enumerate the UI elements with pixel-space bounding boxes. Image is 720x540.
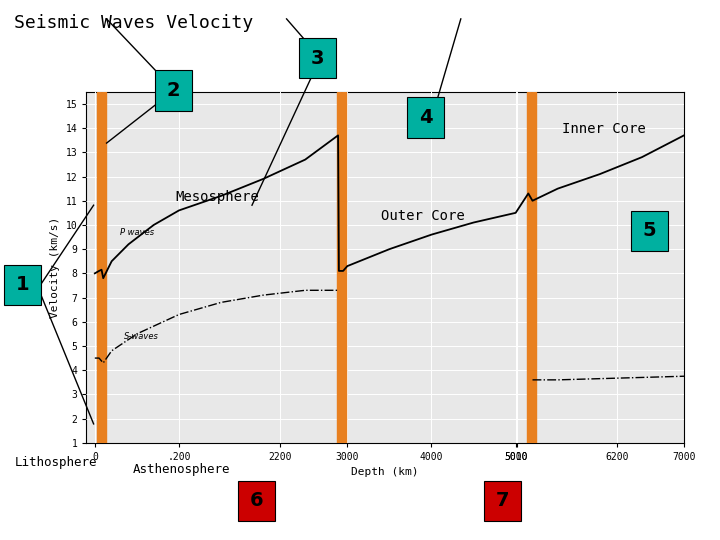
Bar bbox=[337, 92, 341, 443]
Bar bbox=[342, 92, 346, 443]
Text: Seismic Waves Velocity: Seismic Waves Velocity bbox=[14, 14, 253, 31]
Bar bbox=[97, 92, 101, 443]
Text: P waves: P waves bbox=[120, 228, 154, 237]
Text: Asthenosphere: Asthenosphere bbox=[133, 463, 230, 476]
Bar bbox=[533, 92, 536, 443]
Text: 2: 2 bbox=[167, 81, 180, 100]
Text: 3: 3 bbox=[311, 49, 324, 68]
Text: Mesosphere: Mesosphere bbox=[175, 190, 258, 204]
Text: Lithosphere: Lithosphere bbox=[14, 456, 97, 469]
Text: 1: 1 bbox=[16, 275, 29, 294]
Text: 7: 7 bbox=[496, 491, 509, 510]
Text: 4: 4 bbox=[419, 108, 432, 127]
Text: Inner Core: Inner Core bbox=[562, 122, 646, 136]
X-axis label: Depth (km): Depth (km) bbox=[351, 468, 419, 477]
Bar bbox=[102, 92, 106, 443]
Text: 5: 5 bbox=[643, 221, 656, 240]
Bar bbox=[528, 92, 531, 443]
Y-axis label: Velocity (km/s): Velocity (km/s) bbox=[50, 217, 60, 318]
Text: S-waves: S-waves bbox=[125, 332, 159, 341]
Text: Outer Core: Outer Core bbox=[381, 209, 465, 223]
Text: 6: 6 bbox=[250, 491, 263, 510]
